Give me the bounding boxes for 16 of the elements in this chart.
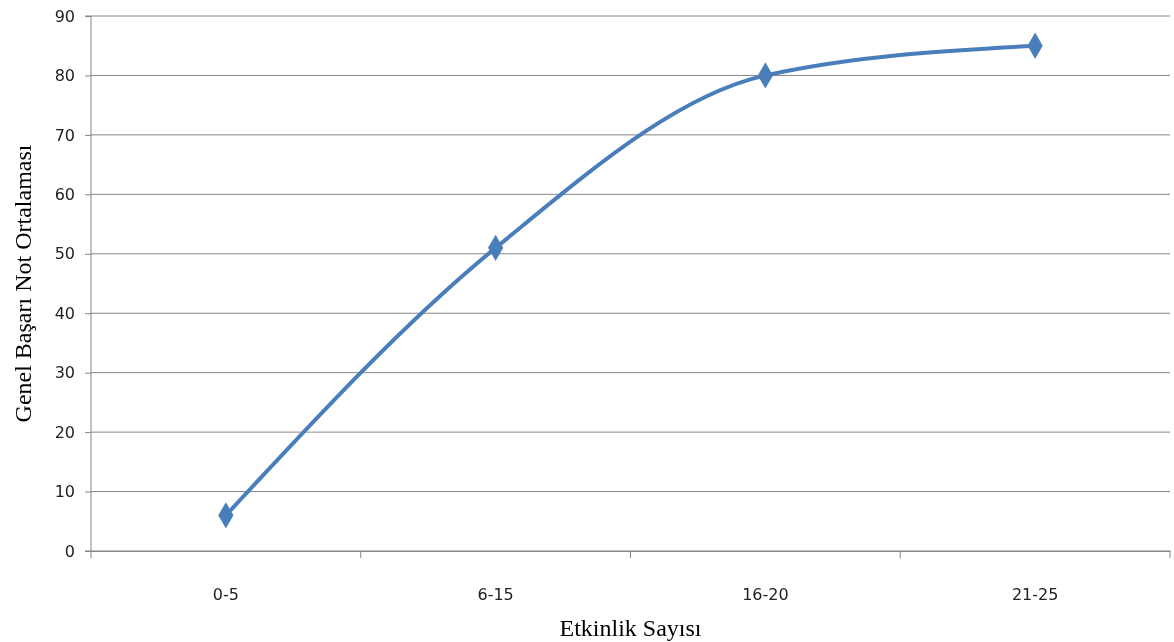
y-tick-label: 90 bbox=[54, 6, 75, 26]
x-tick-label: 6-15 bbox=[477, 585, 514, 605]
y-tick-label: 40 bbox=[54, 303, 75, 323]
x-tick-label: 16-20 bbox=[742, 585, 789, 605]
y-tick-label: 20 bbox=[54, 422, 75, 442]
x-tick-label: 21-25 bbox=[1011, 585, 1059, 605]
y-tick-label: 30 bbox=[54, 363, 75, 383]
y-tick-label: 50 bbox=[54, 244, 75, 264]
x-tick-label: 0-5 bbox=[212, 585, 239, 605]
y-tick-label: 60 bbox=[54, 184, 75, 204]
y-axis-title: Genel Başarı Not Ortalaması bbox=[10, 144, 36, 423]
y-tick-label: 10 bbox=[54, 482, 75, 502]
x-axis-title: Etkinlik Sayısı bbox=[559, 615, 702, 641]
y-tick-label: 70 bbox=[54, 125, 75, 145]
y-tick-label: 0 bbox=[64, 541, 75, 561]
y-tick-label: 80 bbox=[54, 66, 75, 86]
